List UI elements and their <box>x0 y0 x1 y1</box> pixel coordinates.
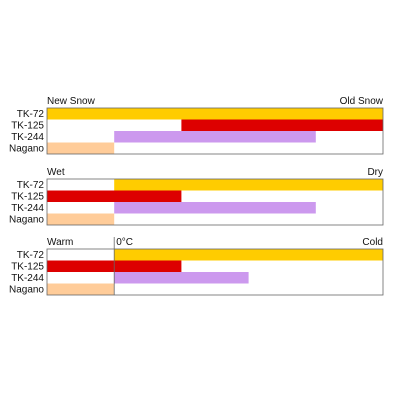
category-label-tk-125-panel-1: TK-125 <box>11 121 44 132</box>
panel-3-right-label: Cold <box>362 237 383 248</box>
category-label-tk-125-panel-3: TK-125 <box>11 262 44 273</box>
bar-tk-72-panel-3 <box>114 249 383 261</box>
category-label-tk-244-panel-1: TK-244 <box>11 132 44 143</box>
category-label-nagano-panel-3: Nagano <box>9 285 44 296</box>
bar-tk-72-panel-1 <box>47 108 383 120</box>
bar-nagano-panel-1 <box>47 142 115 154</box>
panel-1-frame <box>46 107 384 155</box>
bar-tk-125-panel-2 <box>47 190 182 202</box>
category-label-tk-244-panel-2: TK-244 <box>11 203 44 214</box>
bar-nagano-panel-3 <box>47 283 115 295</box>
bar-tk-244-panel-2 <box>114 202 316 214</box>
category-label-tk-244-panel-3: TK-244 <box>11 273 44 284</box>
category-label-nagano-panel-1: Nagano <box>9 144 44 155</box>
panel-3-left-label: Warm <box>47 237 73 248</box>
category-label-tk-125-panel-2: TK-125 <box>11 192 44 203</box>
panel-3-frame <box>46 248 384 296</box>
panel-1-left-label: New Snow <box>47 96 96 107</box>
bar-tk-244-panel-1 <box>114 131 316 143</box>
category-label-tk-72-panel-2: TK-72 <box>17 180 45 191</box>
bar-tk-244-panel-3 <box>114 272 249 284</box>
category-label-nagano-panel-2: Nagano <box>9 215 44 226</box>
bar-tk-125-panel-1 <box>181 119 383 131</box>
bar-nagano-panel-2 <box>47 213 115 225</box>
panel-2-left-label: Wet <box>47 167 65 178</box>
category-label-tk-72-panel-1: TK-72 <box>17 109 45 120</box>
panel-3-marker-label: 0°C <box>116 237 133 248</box>
panel-2-right-label: Dry <box>367 167 383 178</box>
bar-tk-72-panel-2 <box>114 179 383 191</box>
category-label-tk-72-panel-3: TK-72 <box>17 250 45 261</box>
panel-2-frame <box>46 178 384 226</box>
panel-1-right-label: Old Snow <box>340 96 384 107</box>
